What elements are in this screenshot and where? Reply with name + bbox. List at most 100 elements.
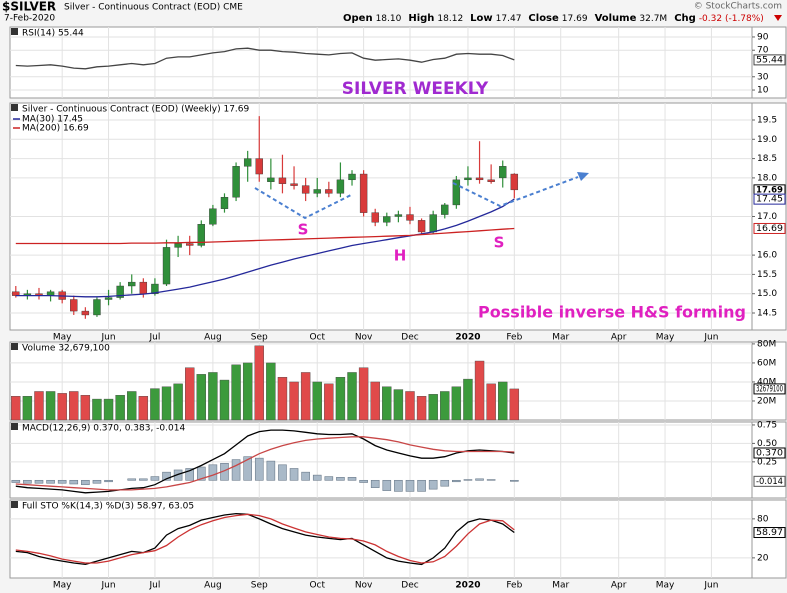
x-tick-label: Aug [204,333,222,343]
histogram-bar [34,479,44,484]
volume-bar [300,372,311,421]
volume-bar [57,393,67,421]
candle-body [325,189,333,194]
candle-body [290,183,298,186]
histogram-bar [336,477,345,481]
x-tick-label: Sep [251,581,268,591]
volume-bar [196,374,206,421]
legend-label: MA(30) 17.45 [22,115,83,125]
candle-body [232,166,240,198]
volume-bar [277,376,288,421]
candle-body [301,185,310,194]
candle-body [336,179,345,194]
candle-body [406,214,414,221]
x-tick-label: May [53,581,72,591]
histogram-bar [243,456,252,481]
y-tick-label: 19.0 [757,135,777,145]
histogram-bar [173,469,183,481]
title-box [11,343,18,350]
histogram-bar [254,457,264,481]
volume-bar [289,381,299,421]
histogram-bar [289,468,299,481]
value-tag [753,475,786,487]
volume-bar [266,362,276,421]
stat-label: Chg [674,13,696,24]
volume-bar [416,396,427,421]
arrow-head [577,172,589,181]
volume-bar [45,391,56,421]
histogram-bar [486,479,496,481]
histogram-bar [278,464,287,481]
annotation: H [394,247,407,265]
title-box [11,501,18,508]
volume-bar [382,386,392,421]
x-tick-label: Mar [552,581,569,591]
y-tick-label: 15.5 [757,270,777,280]
annotation: S [298,221,309,239]
y-tick-label: 14.5 [757,309,777,319]
x-tick-label: Jul [148,581,160,591]
pattern-lines [254,176,579,220]
shoulder-line [452,176,579,208]
y-tick-label: 18.5 [757,154,777,164]
x-tick-label: Apr [611,333,627,343]
candle-body [220,196,229,209]
candle-body [128,281,136,287]
x-tick-label: Nov [355,333,373,343]
panel-title: MACD(12,26,9) 0.370, 0.383, -0.014 [22,424,185,434]
histogram-bar [324,476,334,481]
candle-body [174,243,182,248]
value-tag [753,447,786,459]
y-tick-label: 60M [757,358,776,368]
histogram-bar [510,479,519,482]
histogram-bar [382,479,392,491]
x-tick-label: Oct [309,581,325,591]
x-tick-label: Dec [401,581,418,591]
y-tick-label: 40M [757,377,776,387]
y-tick-label: 70 [757,46,769,56]
x-tick-label: Jun [703,333,718,343]
value-tag-label: 16.69 [756,224,783,234]
candle-body [383,216,391,223]
candle-body [394,214,403,217]
histogram-bar [139,478,148,481]
volume-bar [370,381,380,421]
value-tag [753,527,786,539]
histogram-bar [394,479,403,492]
volume-bar [474,360,485,421]
x-tick-label: 2020 [455,581,480,591]
stat-value: 18.12 [437,14,463,24]
candle-body [499,166,507,179]
value-tag [753,383,786,395]
histogram-bar [127,478,137,481]
histogram-bar [92,479,102,484]
panel-title: Full STO %K(14,3) %D(3) 58.97, 63.05 [22,502,194,512]
candle-body [429,214,437,233]
panel-title: Silver - Continuous Contract (EOD) (Week… [22,105,250,115]
stat-label: Low [470,13,492,24]
annotation: Possible inverse H&S forming [478,303,746,322]
volume-bar [498,381,508,421]
histogram-bar [463,479,473,481]
line [15,436,515,491]
stat-value: 18.10 [376,14,402,24]
histogram-bar [196,466,206,481]
line [15,512,515,566]
x-tick-label: Apr [611,581,627,591]
candle-body [139,281,148,294]
y-tick-label: 15.0 [757,289,777,299]
value-tag-label: 32679100 [756,384,783,394]
x-tick-label: Feb [506,581,522,591]
volume-bar [242,362,253,421]
volume-bar [138,396,149,421]
candle-body [417,220,426,233]
histogram-bar [185,468,195,481]
y-tick-label: 0.75 [757,420,777,430]
histogram-bar [347,477,357,481]
histogram-bar [150,476,160,481]
candle-body [359,173,368,213]
volume-bar [115,395,125,421]
histogram-bar [104,479,113,483]
histogram-bar [359,479,368,483]
line [15,47,515,70]
